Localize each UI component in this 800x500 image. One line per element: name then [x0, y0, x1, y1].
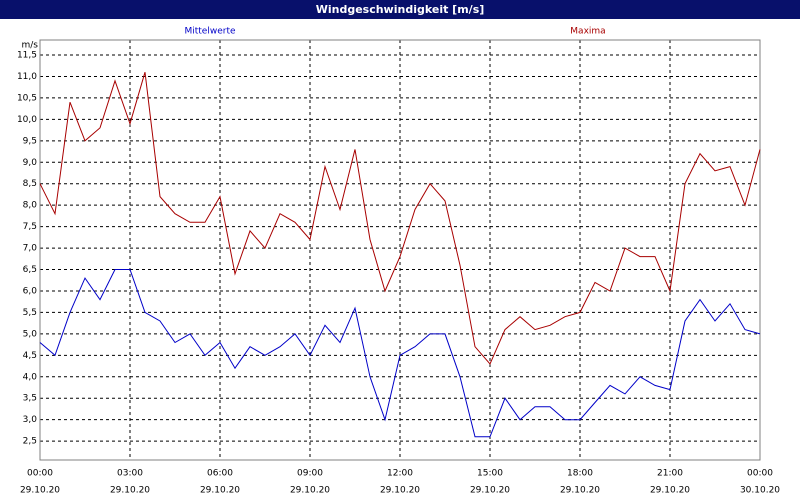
x-tick-date: 29.10.20: [380, 486, 420, 496]
x-tick-label: 06:00: [207, 469, 233, 479]
y-tick-label: 11,5: [17, 51, 37, 61]
x-tick-label: 00:00: [747, 469, 773, 479]
y-tick-label: 4,0: [23, 372, 38, 382]
x-tick-label: 21:00: [657, 469, 683, 479]
x-tick-date: 30.10.20: [740, 486, 780, 496]
y-tick-label: 7,5: [23, 222, 37, 232]
x-tick-label: 15:00: [477, 469, 503, 479]
x-tick-label: 00:00: [27, 469, 53, 479]
x-tick-date: 29.10.20: [290, 486, 330, 496]
x-tick-label: 03:00: [117, 469, 143, 479]
y-tick-label: 5,5: [23, 308, 37, 318]
y-tick-label: 9,0: [23, 158, 38, 168]
x-tick-date: 29.10.20: [560, 486, 600, 496]
title-bar: Windgeschwindigkeit [m/s]: [0, 0, 800, 19]
y-tick-label: 11,0: [17, 72, 37, 82]
plot-frame: [39, 39, 761, 461]
x-tick-date: 29.10.20: [650, 486, 690, 496]
y-tick-label: 10,5: [17, 93, 37, 103]
y-tick-label: 2,5: [23, 437, 37, 447]
y-tick-label: 3,0: [23, 415, 38, 425]
x-tick-date: 29.10.20: [470, 486, 510, 496]
x-tick-date: 29.10.20: [20, 486, 60, 496]
x-tick-label: 09:00: [297, 469, 323, 479]
x-tick-label: 12:00: [387, 469, 413, 479]
x-tick-label: 18:00: [567, 469, 593, 479]
y-tick-label: 8,5: [23, 179, 37, 189]
legend-label: Mittelwerte: [184, 27, 235, 37]
y-tick-label: 10,0: [17, 115, 37, 125]
series-line: [39, 72, 761, 365]
legend-label: Maxima: [570, 27, 605, 37]
chart: m/s 2,5 3,0 3,5 4,0 4,5 5,0 5,5 6,0 6,5 7,0 7,5 8,0…: [17, 27, 780, 496]
series-line: [39, 269, 761, 438]
x-tick-date: 29.10.20: [110, 486, 150, 496]
y-tick-label: 6,0: [23, 286, 38, 296]
y-tick-label: 7,0: [23, 244, 38, 254]
y-tick-label: 6,5: [23, 265, 37, 275]
y-tick-label: 9,5: [23, 136, 37, 146]
y-tick-label: 3,5: [23, 394, 37, 404]
y-unit: m/s: [22, 41, 39, 51]
x-tick-date: 29.10.20: [200, 486, 240, 496]
y-tick-label: 4,5: [23, 351, 37, 361]
y-tick-label: 5,0: [23, 329, 38, 339]
y-tick-label: 8,0: [23, 201, 38, 211]
